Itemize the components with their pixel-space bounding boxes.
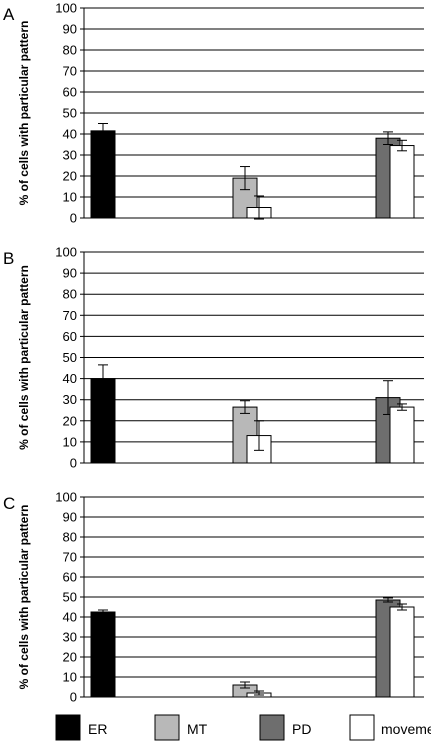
y-tick-label: 40 <box>63 127 77 142</box>
y-tick-label: 30 <box>63 392 77 407</box>
y-tick-label: 40 <box>63 371 77 386</box>
y-tick-label: 90 <box>63 266 77 281</box>
y-tick-label: 80 <box>63 530 77 545</box>
legend-swatch-mt <box>154 714 180 741</box>
y-tick-label: 10 <box>63 190 77 205</box>
legend-label-pd: PD <box>292 721 311 737</box>
y-tick-label: 0 <box>70 211 77 226</box>
y-tick-label: 80 <box>63 43 77 58</box>
y-tick-label: 30 <box>63 630 77 645</box>
y-tick-label: 20 <box>63 169 77 184</box>
legend-swatch-pd <box>259 714 285 741</box>
y-axis-label: % of cells with particular pattern <box>17 21 31 206</box>
legend-swatch-movement <box>349 714 375 741</box>
y-tick-label: 100 <box>55 245 77 260</box>
y-tick-label: 90 <box>63 22 77 37</box>
y-tick-label: 20 <box>63 413 77 428</box>
panel-c: 0 10 20 30 40 50 60 70 80 90 100 C% of cells with p… <box>3 490 424 705</box>
panel-label: A <box>3 5 15 24</box>
y-tick-label: 0 <box>70 456 77 471</box>
bar-er <box>90 130 116 219</box>
y-tick-label: 40 <box>63 610 77 625</box>
y-tick-label: 30 <box>63 148 77 163</box>
legend-swatch-er <box>55 714 81 741</box>
legend-label-er: ER <box>88 721 107 737</box>
panel-label: C <box>3 494 15 513</box>
y-tick-label: 60 <box>63 85 77 100</box>
y-axis-label: % of cells with particular pattern <box>17 505 31 690</box>
y-tick-label: 70 <box>63 550 77 565</box>
bar-movement <box>389 406 415 464</box>
bar-er <box>90 611 116 698</box>
y-tick-label: 100 <box>55 490 77 505</box>
panel-a: 0 10 20 30 40 50 60 70 80 90 100 A% of cells with p… <box>3 1 424 226</box>
y-tick-label: 50 <box>63 106 77 121</box>
y-tick-label: 90 <box>63 510 77 525</box>
panel-label: B <box>3 249 14 268</box>
y-tick-label: 50 <box>63 590 77 605</box>
y-tick-label: 70 <box>63 64 77 79</box>
y-tick-label: 10 <box>63 670 77 685</box>
y-tick-label: 60 <box>63 570 77 585</box>
y-tick-label: 50 <box>63 350 77 365</box>
y-tick-label: 70 <box>63 308 77 323</box>
panel-b: 0 10 20 30 40 50 60 70 80 90 100 B% of cells with p… <box>3 245 424 471</box>
bar-movement <box>389 145 415 219</box>
y-tick-label: 0 <box>70 690 77 705</box>
legend-label-movement: movement <box>381 721 431 737</box>
bar-movement <box>389 606 415 698</box>
y-tick-label: 80 <box>63 287 77 302</box>
y-tick-label: 20 <box>63 650 77 665</box>
y-tick-label: 10 <box>63 434 77 449</box>
y-axis-label: % of cells with particular pattern <box>17 265 31 450</box>
y-tick-label: 60 <box>63 329 77 344</box>
legend: ER MT PD movement <box>55 714 431 741</box>
legend-label-mt: MT <box>187 721 208 737</box>
y-tick-label: 100 <box>55 1 77 16</box>
